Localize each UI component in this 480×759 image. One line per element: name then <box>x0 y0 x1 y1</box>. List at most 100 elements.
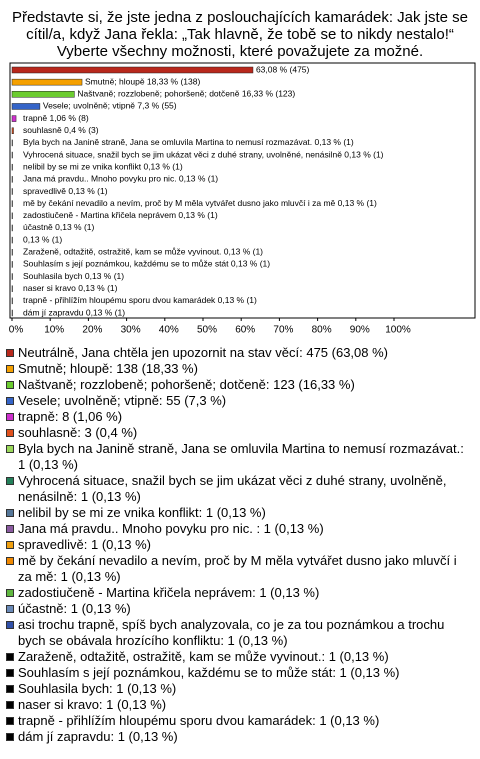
plot-frame <box>9 62 476 319</box>
legend-label: zadostiučeně - Martina křičela neprávem:… <box>18 585 320 600</box>
legend-item: Smutně; hloupě: 138 (18,33 %) <box>6 361 472 377</box>
legend-item: Vesele; uvolněně; vtipně: 55 (7,3 %) <box>6 393 472 409</box>
legend-label: mě by čekání nevadilo a nevím, proč by M… <box>18 553 457 584</box>
legend-swatch <box>6 349 14 357</box>
value-label: Souhlasím s její poznámkou, každému se t… <box>23 259 270 269</box>
chart: Představte si, že jste jedna z posloucha… <box>9 9 476 336</box>
legend-label: asi trochu trapně, spíš bych analyzovala… <box>18 617 445 648</box>
x-tick-label: 0% <box>9 325 24 336</box>
legend-label: Byla bych na Janině straně, Jana se omlu… <box>18 441 464 472</box>
legend-item: souhlasně: 3 (0,4 %) <box>6 425 472 441</box>
x-tick-label: 100% <box>385 325 411 336</box>
value-label: trapně - přihlížím hloupému sporu dvou k… <box>23 295 257 305</box>
x-tick-label: 70% <box>273 325 293 336</box>
legend-swatch <box>6 525 14 533</box>
legend-item: naser si kravo: 1 (0,13 %) <box>6 697 472 713</box>
bar <box>11 115 17 122</box>
value-label: Vesele; uvolněně; vtipně 7,3 % (55) <box>43 101 177 111</box>
value-label: Souhlasila bych 0,13 % (1) <box>23 271 124 281</box>
legend: Neutrálně, Jana chtěla jen upozornit na … <box>6 345 472 745</box>
bar <box>11 103 41 110</box>
legend-label: trapně: 8 (1,06 %) <box>18 409 123 424</box>
legend-label: Vyhrocená situace, snažil bych se jim uk… <box>18 473 447 504</box>
value-label: Byla bych na Janině straně, Jana se omlu… <box>23 137 354 147</box>
x-tick-label: 80% <box>312 325 332 336</box>
chart-title: Vyberte všechny možnosti, které považuje… <box>57 43 423 60</box>
x-tick-label: 10% <box>44 325 64 336</box>
legend-item: trapně: 8 (1,06 %) <box>6 409 472 425</box>
legend-label: Neutrálně, Jana chtěla jen upozornit na … <box>18 345 388 360</box>
legend-label: Naštvaně; rozzlobeně; pohoršeně; dotčeně… <box>18 377 355 392</box>
legend-swatch <box>6 701 14 709</box>
legend-label: Souhlasila bych: 1 (0,13 %) <box>18 681 177 696</box>
value-label: nelibil by se mi ze vnika konflikt 0,13 … <box>23 161 183 171</box>
legend-label: spravedlivě: 1 (0,13 %) <box>18 537 151 552</box>
legend-swatch <box>6 557 14 565</box>
value-label: 0,13 % (1) <box>23 234 62 244</box>
legend-swatch <box>6 717 14 725</box>
legend-item: asi trochu trapně, spíš bych analyzovala… <box>6 617 472 649</box>
legend-label: nelibil by se mi ze vnika konflikt: 1 (0… <box>18 505 266 520</box>
value-label: Zaraženě, odtažitě, ostražitě, kam se mů… <box>23 247 263 257</box>
legend-swatch <box>6 605 14 613</box>
legend-item: Byla bych na Janině straně, Jana se omlu… <box>6 441 472 473</box>
legend-label: účastně: 1 (0,13 %) <box>18 601 131 616</box>
legend-label: dám jí zapravdu: 1 (0,13 %) <box>18 729 178 744</box>
legend-swatch <box>6 477 14 485</box>
x-tick-label: 50% <box>197 325 217 336</box>
legend-item: Vyhrocená situace, snažil bych se jim uk… <box>6 473 472 505</box>
value-label: naser si kravo 0,13 % (1) <box>23 283 118 293</box>
legend-item: nelibil by se mi ze vnika konflikt: 1 (0… <box>6 505 472 521</box>
bar <box>11 78 83 86</box>
legend-swatch <box>6 445 14 453</box>
legend-label: trapně - přihlížím hloupému sporu dvou k… <box>18 713 380 728</box>
legend-swatch <box>6 413 14 421</box>
legend-swatch <box>6 381 14 389</box>
value-label: spravedlivě 0,13 % (1) <box>23 186 108 196</box>
bar <box>11 127 14 134</box>
legend-swatch <box>6 669 14 677</box>
bar <box>11 66 254 74</box>
legend-swatch <box>6 509 14 517</box>
value-label: Smutně; hloupě 18,33 % (138) <box>85 76 200 86</box>
chart-title: Představte si, že jste jedna z posloucha… <box>12 9 468 26</box>
legend-item: spravedlivě: 1 (0,13 %) <box>6 537 472 553</box>
value-label: mě by čekání nevadilo a nevím, proč by M… <box>23 198 377 208</box>
legend-label: souhlasně: 3 (0,4 %) <box>18 425 138 440</box>
x-tick-label: 30% <box>121 325 141 336</box>
legend-label: Jana má pravdu.. Mnoho povyku pro nic. :… <box>18 521 324 536</box>
legend-swatch <box>6 365 14 373</box>
legend-swatch <box>6 653 14 661</box>
value-label: Naštvaně; rozzlobeně; pohoršeně; dotčeně… <box>77 89 295 99</box>
legend-label: Vesele; uvolněně; vtipně: 55 (7,3 %) <box>18 393 227 408</box>
legend-item: Jana má pravdu.. Mnoho povyku pro nic. :… <box>6 521 472 537</box>
legend-item: Souhlasila bych: 1 (0,13 %) <box>6 681 472 697</box>
legend-label: naser si kravo: 1 (0,13 %) <box>18 697 167 712</box>
legend-item: Zaraženě, odtažitě, ostražitě, kam se mů… <box>6 649 472 665</box>
value-label: dám jí zapravdu 0,13 % (1) <box>23 307 125 317</box>
value-label: 63,08 % (475) <box>256 64 310 74</box>
legend-item: účastně: 1 (0,13 %) <box>6 601 472 617</box>
legend-swatch <box>6 685 14 693</box>
x-tick-label: 40% <box>159 325 179 336</box>
legend-label: Souhlasím s její poznámkou, každému se t… <box>18 665 400 680</box>
chart-title: cítil/a, když Jana řekla: „Tak hlavně, ž… <box>26 26 454 43</box>
legend-label: Smutně; hloupě: 138 (18,33 %) <box>18 361 198 376</box>
value-label: souhlasně 0,4 % (3) <box>23 125 99 135</box>
legend-item: Neutrálně, Jana chtěla jen upozornit na … <box>6 345 472 361</box>
bar <box>11 91 75 98</box>
value-label: Jana má pravdu.. Mnoho povyku pro nic. 0… <box>23 174 218 184</box>
legend-swatch <box>6 541 14 549</box>
value-label: Vyhrocená situace, snažil bych se jim uk… <box>23 149 384 159</box>
legend-item: dám jí zapravdu: 1 (0,13 %) <box>6 729 472 745</box>
legend-swatch <box>6 621 14 629</box>
x-tick-label: 90% <box>350 325 370 336</box>
x-tick-label: 20% <box>82 325 102 336</box>
legend-item: mě by čekání nevadilo a nevím, proč by M… <box>6 553 472 585</box>
value-label: trapně 1,06 % (8) <box>23 113 89 123</box>
value-label: účastně 0,13 % (1) <box>23 222 95 232</box>
legend-swatch <box>6 589 14 597</box>
legend-swatch <box>6 733 14 741</box>
legend-swatch <box>6 397 14 405</box>
